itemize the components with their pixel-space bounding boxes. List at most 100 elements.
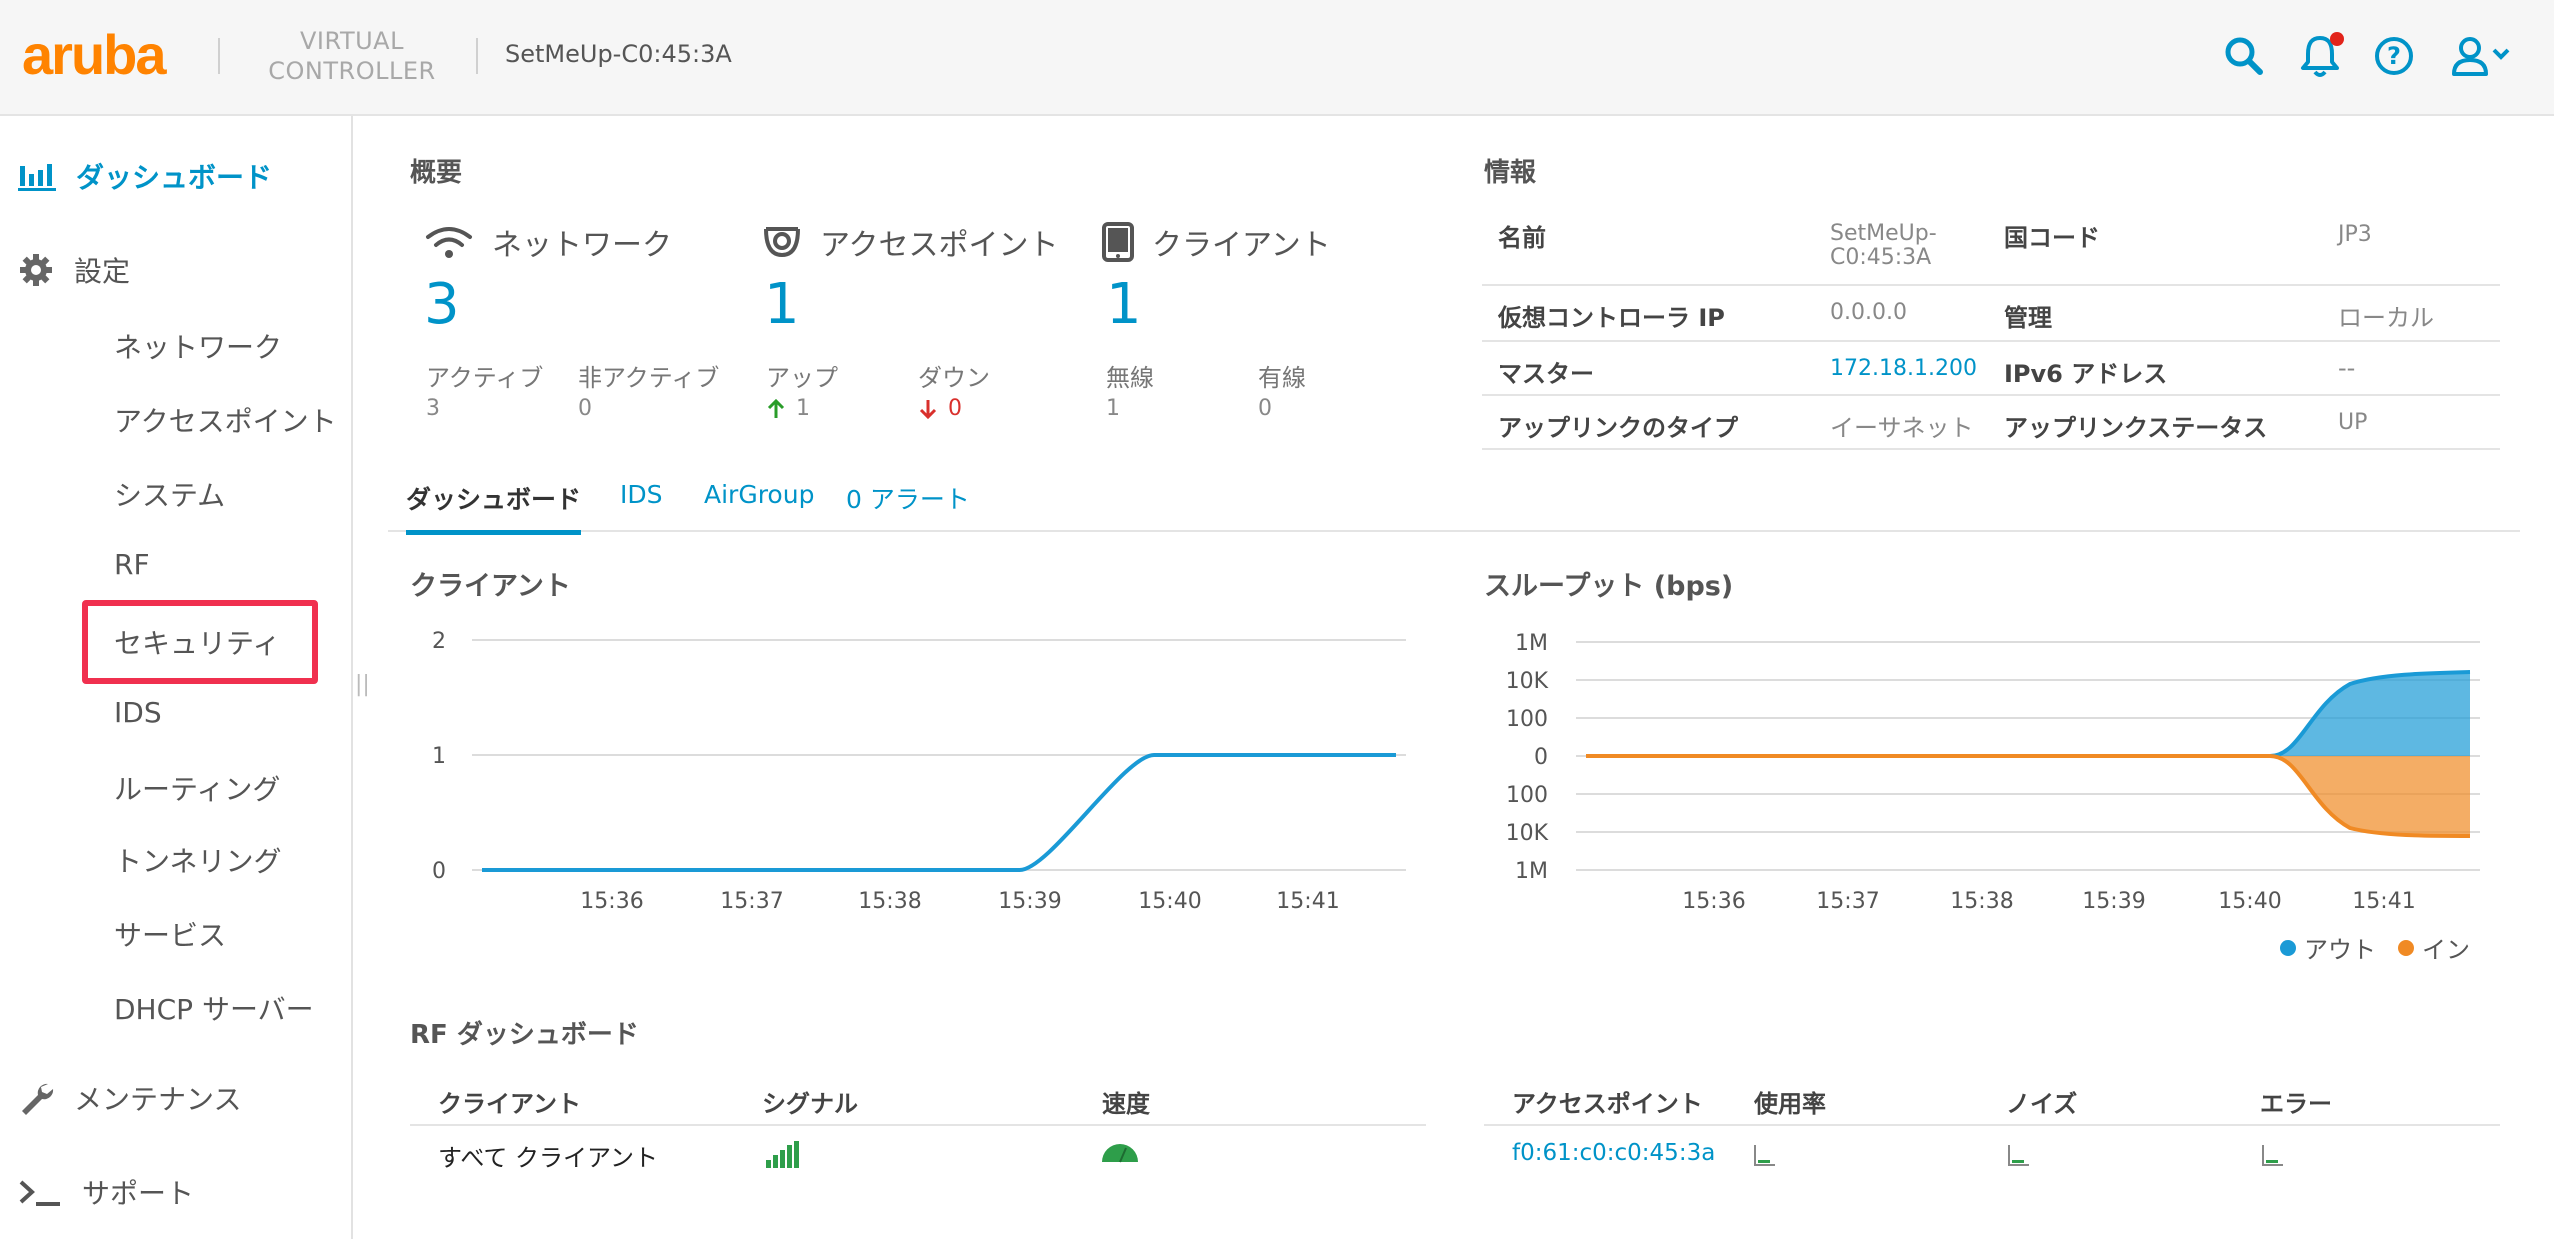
- bar-chart-icon: [18, 164, 56, 191]
- network-active-value: 3: [426, 396, 440, 421]
- throughput-in-line: [2269, 754, 2471, 838]
- clients-x-tick-label: 15:37: [720, 889, 783, 914]
- clients-x-tick-label: 15:41: [1276, 889, 1339, 914]
- wifi-icon: [426, 227, 472, 258]
- throughput-legend: アウト イン: [2280, 930, 2470, 965]
- clients-y-tick-label: 0: [432, 859, 446, 884]
- master-link[interactable]: 172.18.1.200: [1830, 356, 1977, 381]
- header-divider: [218, 38, 220, 74]
- aruba-logo[interactable]: aruba: [22, 23, 166, 86]
- header-divider: [476, 38, 478, 74]
- clients-x-tick-label: 15:36: [580, 889, 643, 914]
- clients-x-tick-label: 15:39: [998, 889, 1061, 914]
- user-icon[interactable]: [2448, 30, 2514, 82]
- ap-up-label: アップ: [766, 364, 838, 392]
- throughput-y-tick-label: 10K: [1506, 821, 1549, 846]
- sidebar-item-maintenance[interactable]: メンテナンス: [18, 1078, 241, 1118]
- legend-out[interactable]: アウト: [2280, 930, 2376, 965]
- throughput-x-tick-label: 15:37: [1816, 889, 1879, 914]
- rf-header-client: クライアント: [438, 1090, 582, 1118]
- network-stat-header: ネットワーク: [424, 220, 672, 264]
- errors-mini-chart-icon: [2262, 1145, 2283, 1166]
- ap-count[interactable]: 1: [764, 272, 800, 337]
- arrow-down-icon: [919, 399, 937, 419]
- rf-header-signal: シグナル: [762, 1090, 858, 1118]
- sidebar-item-services[interactable]: サービス: [114, 919, 227, 952]
- help-icon[interactable]: ?: [2368, 30, 2420, 82]
- rf-dashboard-title: RF ダッシュボード: [410, 1020, 639, 1050]
- clients-y-tick-label: 1: [432, 744, 446, 769]
- tablet-icon: [1102, 222, 1134, 262]
- tab-dashboard[interactable]: ダッシュボード: [406, 480, 582, 535]
- network-count[interactable]: 3: [424, 272, 460, 337]
- clients-chart: 0 1 2 15:36 15:37 15:38 15:39 15:40 15:41: [432, 629, 1406, 914]
- highlight-box: [82, 600, 318, 684]
- client-wireless-value: 1: [1106, 396, 1120, 421]
- ap-down-value: 0: [918, 396, 962, 421]
- network-inactive-label: 非アクティブ: [578, 364, 720, 392]
- top-header: aruba VIRTUAL CONTROLLER SetMeUp-C0:45:3…: [0, 0, 2554, 116]
- legend-in-swatch: [2398, 939, 2414, 956]
- sidebar-item-rf[interactable]: RF: [114, 548, 150, 581]
- search-icon[interactable]: [2218, 30, 2270, 82]
- rf-header-speed: 速度: [1102, 1090, 1150, 1118]
- sidebar-item-routing[interactable]: ルーティング: [114, 773, 281, 806]
- clients-y-tick-label: 2: [432, 629, 446, 654]
- info-row: 名前 SetMeUp-C0:45:3A 国コード JP3: [1482, 200, 2500, 286]
- throughput-x-tick-label: 15:36: [1682, 889, 1745, 914]
- throughput-y-tick-label: 1M: [1515, 631, 1548, 656]
- sidebar-item-ids[interactable]: IDS: [114, 696, 162, 729]
- wrench-icon: [22, 1083, 54, 1115]
- throughput-x-tick-label: 15:41: [2352, 889, 2415, 914]
- throughput-in-area: [2270, 756, 2470, 836]
- sidebar-item-security[interactable]: セキュリティ: [114, 627, 281, 660]
- legend-out-swatch: [2280, 939, 2296, 956]
- sidebar-item-dashboard[interactable]: ダッシュボード: [18, 156, 272, 196]
- info-table: 名前 SetMeUp-C0:45:3A 国コード JP3 仮想コントローラ IP…: [1482, 200, 2500, 450]
- noise-mini-chart-icon: [2008, 1145, 2029, 1166]
- rf-all-clients[interactable]: すべて クライアント: [438, 1144, 659, 1172]
- tab-alerts[interactable]: 0 アラート: [846, 485, 970, 514]
- bell-icon[interactable]: [2294, 30, 2346, 82]
- device-name: SetMeUp-C0:45:3A: [505, 40, 732, 68]
- product-name: VIRTUAL CONTROLLER: [268, 27, 436, 85]
- throughput-chart: 1M 10K 100 0 100 10K 1M 15:36 15:37 15:38 15:39 15:…: [1506, 631, 2480, 914]
- overview-title: 概要: [410, 158, 463, 188]
- throughput-chart-title: スループット (bps): [1484, 571, 1734, 602]
- client-wired-label: 有線: [1258, 364, 1306, 392]
- sidebar-item-network[interactable]: ネットワーク: [114, 331, 283, 364]
- sidebar-resize-handle[interactable]: ||: [355, 672, 370, 697]
- throughput-x-tick-label: 15:39: [2082, 889, 2145, 914]
- dashboard-tabs: ダッシュボード IDS AirGroup 0 アラート: [388, 470, 2520, 535]
- rf-ap-mac-link[interactable]: f0:61:c0:c0:45:3a: [1512, 1140, 1716, 1166]
- sidebar-item-support[interactable]: サポート: [18, 1172, 194, 1212]
- throughput-x-tick-label: 15:38: [1950, 889, 2013, 914]
- info-row: アップリンクのタイプ イーサネット アップリンクステータス UP: [1482, 396, 2500, 450]
- notification-badge: [2330, 32, 2344, 46]
- tab-ids[interactable]: IDS: [620, 480, 663, 509]
- sidebar-item-dhcp-server[interactable]: DHCP サーバー: [114, 993, 314, 1026]
- client-wireless-label: 無線: [1106, 364, 1154, 392]
- throughput-y-tick-label: 100: [1506, 783, 1548, 808]
- throughput-y-tick-label: 100: [1506, 707, 1548, 732]
- sidebar-item-access-point[interactable]: アクセスポイント: [114, 405, 337, 438]
- sidebar: ダッシュボード 設定 ネットワーク アクセスポイント システム RF セキュリテ…: [0, 116, 353, 1239]
- network-inactive-value: 0: [578, 396, 592, 421]
- sidebar-item-settings[interactable]: 設定: [18, 250, 130, 290]
- info-title: 情報: [1484, 158, 1537, 188]
- rf-divider: [410, 1124, 1426, 1126]
- client-stat-header: クライアント: [1102, 220, 1331, 264]
- rf-header-ap: アクセスポイント: [1512, 1090, 1703, 1118]
- network-active-label: アクティブ: [426, 364, 544, 392]
- info-row: 仮想コントローラ IP 0.0.0.0 管理 ローカル: [1482, 286, 2500, 342]
- throughput-y-tick-label: 0: [1534, 745, 1548, 770]
- sidebar-item-tunneling[interactable]: トンネリング: [114, 845, 282, 878]
- ap-up-value: 1: [766, 396, 810, 421]
- rf-header-usage: 使用率: [1754, 1090, 1826, 1118]
- legend-in[interactable]: イン: [2398, 930, 2470, 965]
- tab-airgroup[interactable]: AirGroup: [704, 480, 815, 509]
- client-count[interactable]: 1: [1106, 272, 1142, 337]
- sidebar-item-system[interactable]: システム: [114, 479, 226, 512]
- rf-divider: [1484, 1124, 2500, 1126]
- usage-mini-chart-icon: [1754, 1145, 1775, 1166]
